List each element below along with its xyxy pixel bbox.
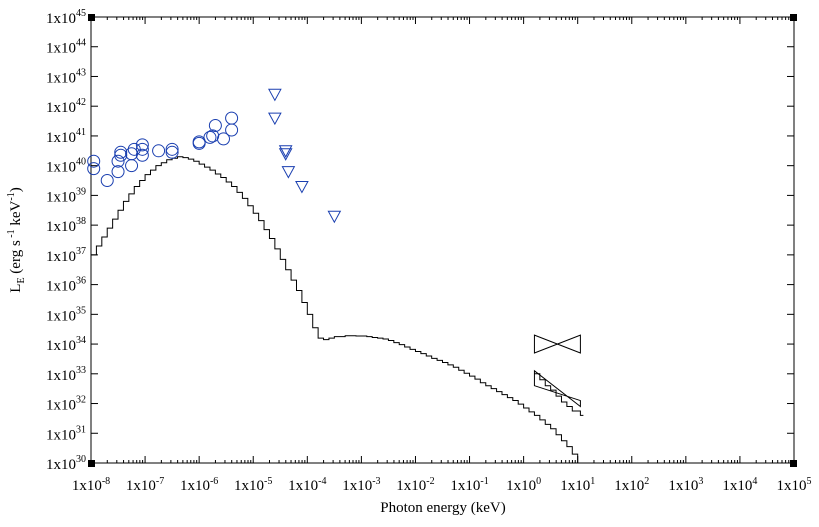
upper-limit-triangle xyxy=(278,145,293,158)
axis-ticks xyxy=(90,16,795,464)
data-point-circle xyxy=(165,142,179,156)
x-axis-label: Photon energy (keV) xyxy=(380,500,506,516)
x-tick-label: 1x10-7 xyxy=(126,476,164,494)
data-series xyxy=(87,88,584,464)
x-tick-label: 1x102 xyxy=(614,476,649,494)
y-tick-label: 1x1038 xyxy=(46,216,86,235)
data-point-circle xyxy=(100,174,114,188)
upper-limit-triangle xyxy=(268,88,282,102)
x-tick-label: 1x10-5 xyxy=(234,476,272,494)
y-tick-label: 1x1036 xyxy=(46,276,86,295)
x-tick-label: 1x10-4 xyxy=(288,476,326,494)
y-tick-label: 1x1042 xyxy=(46,97,86,116)
y-tick-label: 1x1040 xyxy=(46,157,86,176)
data-point-circle xyxy=(114,145,128,159)
data-point-circle xyxy=(192,135,206,149)
butterfly-bowtie xyxy=(533,369,581,408)
upper-limit-triangle xyxy=(327,210,342,224)
data-point-circle xyxy=(125,147,139,161)
data-point-circle xyxy=(111,154,125,168)
x-tick-label: 1x10-2 xyxy=(396,476,434,494)
y-tick-label: 1x1034 xyxy=(46,335,86,354)
data-point-circle xyxy=(125,159,139,173)
data-point-circle xyxy=(87,162,101,176)
data-point-circle xyxy=(225,111,239,125)
y-tick-label: 1x1032 xyxy=(46,395,86,414)
y-tick-label: 1x1039 xyxy=(46,186,86,205)
x-tick-label: 1x104 xyxy=(722,476,757,494)
tick-labels: 1x10-8 1x10-7 1x10-6 1x10-5 1x10-4 1x10-3 1x10… xyxy=(46,8,812,494)
upper-limit-triangle xyxy=(281,166,296,179)
data-point-circle xyxy=(135,142,149,156)
data-point-circle xyxy=(135,138,149,152)
data-point-circle xyxy=(135,148,149,162)
x-tick-label: 1x105 xyxy=(777,476,812,494)
upper-limit-triangle xyxy=(268,112,282,126)
y-tick-label: 1x1035 xyxy=(46,305,86,324)
y-tick-label: 1x1044 xyxy=(46,38,86,57)
y-axis-label: LE (erg s -1 keV-1) xyxy=(6,187,27,292)
plot-frame xyxy=(90,16,795,464)
data-point-circle xyxy=(203,130,217,144)
x-tick-label: 1x10-6 xyxy=(180,476,218,494)
y-tick-label: 1x1041 xyxy=(46,127,86,146)
data-point-circle xyxy=(208,119,222,133)
y-tick-label: 1x1045 xyxy=(46,8,86,27)
y-tick-label: 1x1030 xyxy=(46,454,86,473)
x-tick-label: 1x100 xyxy=(506,476,541,494)
data-point-circle xyxy=(152,144,166,158)
y-tick-label: 1x1033 xyxy=(46,365,86,384)
y-tick-label: 1x1043 xyxy=(46,67,86,86)
data-point-circle xyxy=(111,165,125,179)
data-point-circle xyxy=(87,154,101,168)
x-tick-label: 1x101 xyxy=(560,476,595,494)
y-tick-label: 1x1037 xyxy=(46,246,86,265)
spectrum-step-line xyxy=(91,156,581,464)
y-tick-label: 1x1031 xyxy=(46,424,86,443)
spectrum-step-line xyxy=(534,373,584,416)
data-point-circle xyxy=(225,123,239,137)
x-tick-label: 1x10-8 xyxy=(72,476,110,494)
upper-limit-triangle xyxy=(278,148,293,161)
data-point-circle xyxy=(165,145,179,159)
data-point-circle xyxy=(216,132,230,146)
butterfly-bowtie xyxy=(533,334,581,354)
data-point-circle xyxy=(114,148,128,162)
x-tick-label: 1x10-3 xyxy=(342,476,380,494)
x-tick-label: 1x103 xyxy=(668,476,703,494)
upper-limit-triangle xyxy=(295,180,309,194)
x-tick-label: 1x10-1 xyxy=(450,476,488,494)
